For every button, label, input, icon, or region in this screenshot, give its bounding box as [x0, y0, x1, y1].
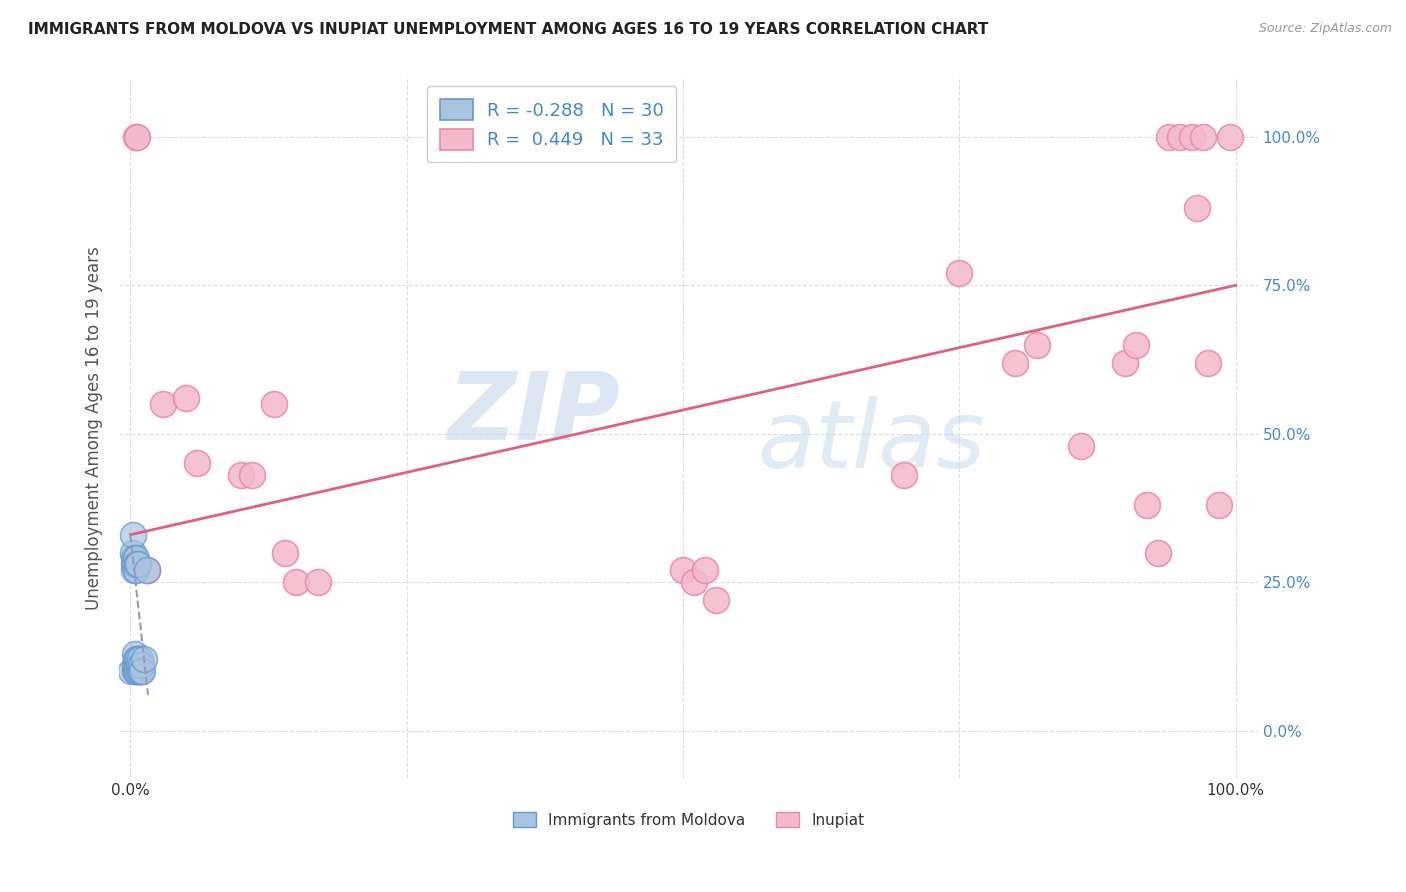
Point: [120, 665, 142, 679]
Point: [672, 563, 695, 577]
Point: [186, 457, 208, 471]
Point: [1170, 129, 1192, 144]
Point: [129, 652, 152, 666]
Point: [125, 563, 148, 577]
Point: [125, 665, 148, 679]
Point: [1136, 498, 1159, 512]
Point: [695, 563, 717, 577]
Text: Source: ZipAtlas.com: Source: ZipAtlas.com: [1258, 22, 1392, 36]
Point: [125, 558, 148, 572]
Point: [948, 267, 970, 281]
Point: [125, 129, 148, 144]
Point: [128, 658, 150, 673]
Point: [893, 468, 915, 483]
Point: [1004, 355, 1026, 369]
Point: [125, 652, 148, 666]
Point: [1197, 355, 1219, 369]
Point: [124, 665, 146, 679]
Point: [121, 527, 143, 541]
Point: [122, 563, 145, 577]
Text: ZIP: ZIP: [447, 368, 620, 459]
Point: [1025, 337, 1047, 351]
Point: [127, 652, 149, 666]
Y-axis label: Unemployment Among Ages 16 to 19 years: Unemployment Among Ages 16 to 19 years: [86, 246, 103, 610]
Point: [131, 658, 153, 673]
Point: [122, 551, 145, 566]
Point: [131, 665, 153, 679]
Point: [124, 647, 146, 661]
Point: [125, 665, 148, 679]
Point: [125, 658, 148, 673]
Point: [704, 593, 727, 607]
Point: [125, 551, 148, 566]
Point: [229, 468, 252, 483]
Point: [1208, 498, 1230, 512]
Point: [124, 658, 146, 673]
Point: [127, 558, 149, 572]
Point: [274, 545, 297, 559]
Point: [1180, 129, 1202, 144]
Text: atlas: atlas: [756, 396, 986, 487]
Legend: Immigrants from Moldova, Inupiat: Immigrants from Moldova, Inupiat: [506, 805, 870, 834]
Point: [125, 658, 148, 673]
Point: [1219, 129, 1241, 144]
Point: [240, 468, 263, 483]
Point: [1114, 355, 1136, 369]
Point: [132, 652, 155, 666]
Point: [285, 575, 308, 590]
Point: [683, 575, 706, 590]
Text: IMMIGRANTS FROM MOLDOVA VS INUPIAT UNEMPLOYMENT AMONG AGES 16 TO 19 YEARS CORREL: IMMIGRANTS FROM MOLDOVA VS INUPIAT UNEMP…: [28, 22, 988, 37]
Point: [307, 575, 329, 590]
Point: [1147, 545, 1170, 559]
Point: [124, 558, 146, 572]
Point: [152, 397, 174, 411]
Point: [1070, 439, 1092, 453]
Point: [1125, 337, 1147, 351]
Point: [121, 545, 143, 559]
Point: [135, 563, 157, 577]
Point: [1185, 201, 1208, 215]
Point: [174, 391, 197, 405]
Point: [122, 558, 145, 572]
Point: [128, 665, 150, 679]
Point: [263, 397, 285, 411]
Point: [131, 665, 153, 679]
Point: [125, 652, 148, 666]
Point: [135, 563, 157, 577]
Point: [129, 665, 152, 679]
Point: [125, 129, 148, 144]
Point: [1159, 129, 1181, 144]
Point: [1191, 129, 1213, 144]
